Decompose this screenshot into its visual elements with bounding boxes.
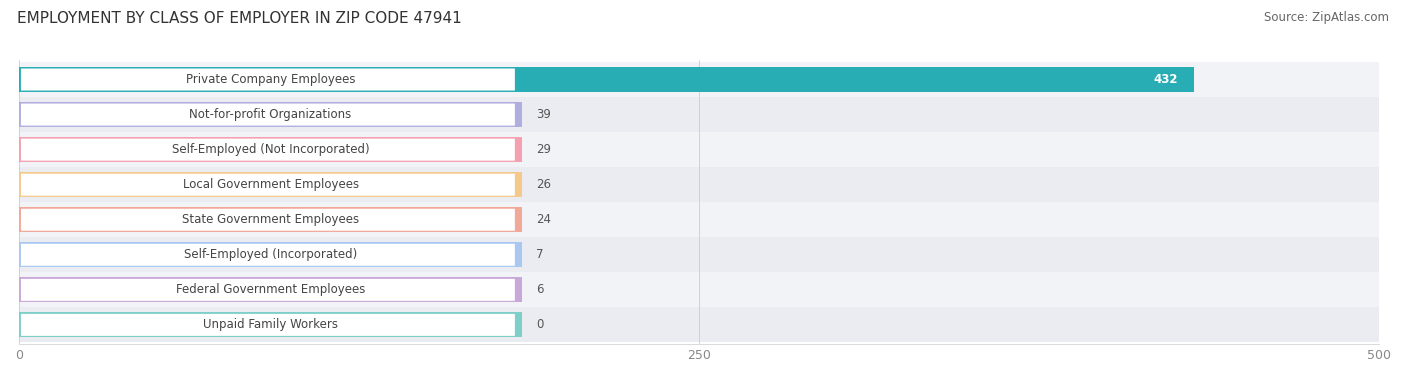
Bar <box>20 62 1379 97</box>
Text: 24: 24 <box>536 213 551 226</box>
Bar <box>20 202 1379 237</box>
Bar <box>20 67 1194 92</box>
Text: Federal Government Employees: Federal Government Employees <box>176 283 366 296</box>
FancyBboxPatch shape <box>20 68 516 91</box>
Bar <box>20 167 1379 202</box>
Bar <box>20 102 522 127</box>
Bar <box>20 312 522 337</box>
FancyBboxPatch shape <box>20 278 516 301</box>
Text: 0: 0 <box>536 318 543 331</box>
FancyBboxPatch shape <box>20 138 516 161</box>
Text: EMPLOYMENT BY CLASS OF EMPLOYER IN ZIP CODE 47941: EMPLOYMENT BY CLASS OF EMPLOYER IN ZIP C… <box>17 11 461 26</box>
Text: Self-Employed (Not Incorporated): Self-Employed (Not Incorporated) <box>172 143 370 156</box>
Text: State Government Employees: State Government Employees <box>181 213 359 226</box>
Text: 39: 39 <box>536 108 551 121</box>
Bar <box>20 137 522 162</box>
Bar <box>20 272 1379 307</box>
Bar <box>20 307 1379 342</box>
Text: 29: 29 <box>536 143 551 156</box>
FancyBboxPatch shape <box>20 208 516 231</box>
Text: 26: 26 <box>536 178 551 191</box>
FancyBboxPatch shape <box>20 313 516 336</box>
Text: Self-Employed (Incorporated): Self-Employed (Incorporated) <box>184 248 357 261</box>
Text: Unpaid Family Workers: Unpaid Family Workers <box>202 318 337 331</box>
Text: Not-for-profit Organizations: Not-for-profit Organizations <box>190 108 352 121</box>
Bar <box>20 237 1379 272</box>
FancyBboxPatch shape <box>20 173 516 196</box>
FancyBboxPatch shape <box>20 243 516 266</box>
Text: Local Government Employees: Local Government Employees <box>183 178 359 191</box>
Text: 432: 432 <box>1153 73 1178 86</box>
Bar <box>20 172 522 197</box>
Text: Private Company Employees: Private Company Employees <box>186 73 356 86</box>
Text: 6: 6 <box>536 283 543 296</box>
Bar <box>20 132 1379 167</box>
Text: Source: ZipAtlas.com: Source: ZipAtlas.com <box>1264 11 1389 24</box>
Bar <box>20 277 522 302</box>
Text: 7: 7 <box>536 248 543 261</box>
Bar <box>20 97 1379 132</box>
FancyBboxPatch shape <box>20 103 516 126</box>
Bar <box>20 242 522 267</box>
Bar <box>20 207 522 232</box>
